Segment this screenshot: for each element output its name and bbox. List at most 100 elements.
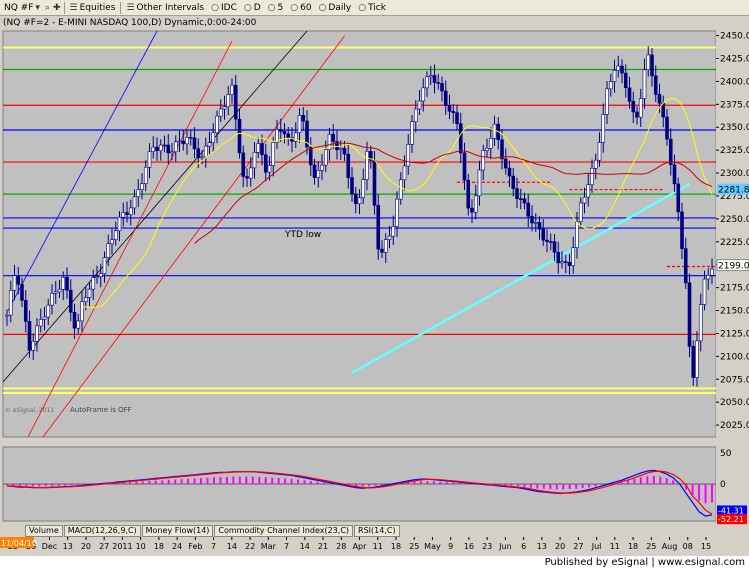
candle-body: [132, 196, 137, 209]
candle-body: [578, 202, 583, 222]
candle-body: [143, 166, 148, 184]
x-tick-label: 27: [573, 542, 583, 551]
chevron-down-icon: ▾: [35, 2, 40, 13]
candle-body: [638, 98, 643, 118]
candle-body: [72, 311, 77, 329]
idc-button[interactable]: ○ IDC: [211, 2, 237, 13]
candle-body: [365, 151, 369, 180]
candle-body: [282, 131, 287, 135]
candle-body: [65, 276, 69, 291]
separator: [120, 1, 122, 14]
x-tick-label: 7: [284, 542, 289, 551]
candle-body: [215, 115, 219, 134]
y-tick-label: 2375.00: [720, 100, 749, 110]
x-tick-label: 21: [318, 542, 328, 551]
y-tick-label: 2425.00: [720, 54, 749, 64]
macd-signal-line: [6, 470, 713, 515]
candle-body: [541, 228, 546, 241]
candle-body: [698, 304, 703, 342]
candle-body: [488, 138, 493, 149]
x-tick-label: 08: [683, 542, 693, 551]
trend-line: [2, 30, 308, 383]
candle-body: [35, 325, 39, 342]
candle-body: [530, 215, 534, 224]
x-tick-label: 14: [227, 542, 237, 551]
tab-macd[interactable]: MACD(12,26,9,C): [63, 525, 141, 537]
last-price-label: 2199.00: [718, 262, 749, 272]
macd-value-box: [717, 514, 747, 525]
equities-dropdown[interactable]: ☰ Equities: [69, 2, 116, 13]
candle-body: [293, 132, 298, 142]
candle-body: [402, 165, 407, 181]
x-tick-label: 22: [245, 542, 255, 551]
cyan-trend-line: [351, 182, 691, 374]
candle-body: [665, 116, 669, 140]
candle-body: [481, 150, 486, 171]
search-icon[interactable]: ⌕: [44, 2, 50, 13]
y-tick-label: 2025.00: [720, 421, 749, 431]
candle-body: [395, 198, 399, 227]
candle-body: [147, 151, 152, 168]
candle-body: [458, 123, 463, 154]
candle-body: [687, 282, 692, 347]
candle-body: [552, 241, 557, 253]
candle-body: [286, 133, 291, 139]
trend-line: [7, 30, 158, 311]
plus-icon[interactable]: ✚: [52, 2, 61, 13]
candle-body: [342, 148, 347, 155]
candle-body: [181, 140, 186, 145]
candle-body: [57, 288, 62, 293]
tab-money-flow[interactable]: Money Flow(14): [141, 525, 214, 537]
candle-body: [706, 275, 711, 280]
candle-body: [470, 207, 474, 213]
footer: Published by eSignal | www.esignal.com: [0, 556, 749, 570]
candle-body: [432, 75, 437, 83]
price-chart[interactable]: 2450.00 2425.00 2400.00 2375.00 2350.00 2325.…: [0, 0, 749, 556]
candle-body: [5, 314, 9, 317]
candle-body: [421, 87, 426, 102]
x-tick-label: 20: [555, 542, 565, 551]
corner-date-label: 11/04/10: [1, 539, 37, 548]
candle-body: [316, 170, 321, 178]
candle-body: [155, 146, 159, 152]
candle-body: [515, 188, 519, 199]
candle-body: [680, 211, 684, 249]
symbol-field[interactable]: NQ #F ▾: [4, 2, 40, 13]
candle-body: [245, 176, 249, 179]
candle-body: [308, 146, 313, 166]
candle-body: [331, 133, 336, 142]
candle-body: [248, 167, 253, 179]
tab-rsi[interactable]: RSI(14,C): [354, 525, 400, 537]
tab-volume[interactable]: Volume: [25, 525, 63, 537]
candle-body: [230, 84, 234, 95]
intervals-dropdown[interactable]: ☰ Other Intervals: [126, 2, 205, 13]
candle-body: [440, 83, 444, 92]
tab-cci[interactable]: Commodity Channel Index(23,C): [214, 525, 354, 537]
interval-5-button[interactable]: ○ 5: [267, 2, 284, 13]
tick-button[interactable]: ○ Tick: [358, 2, 386, 13]
y-tick-label: 2400.00: [720, 77, 749, 87]
corner-date-box: [0, 537, 34, 548]
candle-body: [357, 197, 362, 205]
candle-body: [23, 300, 28, 322]
x-tick-label: 7: [211, 542, 216, 551]
d-button[interactable]: ○ D: [243, 2, 261, 13]
x-tick-label: 27: [99, 542, 109, 551]
x-tick-label: Mar: [261, 542, 277, 551]
daily-button[interactable]: ○ Daily: [318, 2, 352, 13]
price-tag-label: 2281.81: [718, 186, 749, 196]
interval-60-button[interactable]: ○ 60: [290, 2, 312, 13]
x-tick-label: 11: [610, 542, 620, 551]
macd-value-label: -52.21: [718, 515, 744, 524]
candle-body: [466, 179, 471, 209]
candle-body: [556, 252, 561, 264]
candle-body: [95, 276, 99, 279]
candle-body: [31, 340, 36, 351]
candle-body: [102, 257, 107, 274]
x-tick-label: 18: [391, 542, 401, 551]
candle-body: [563, 261, 568, 263]
candle-body: [657, 94, 662, 104]
candle-body: [226, 94, 231, 107]
candle-body: [353, 193, 358, 205]
